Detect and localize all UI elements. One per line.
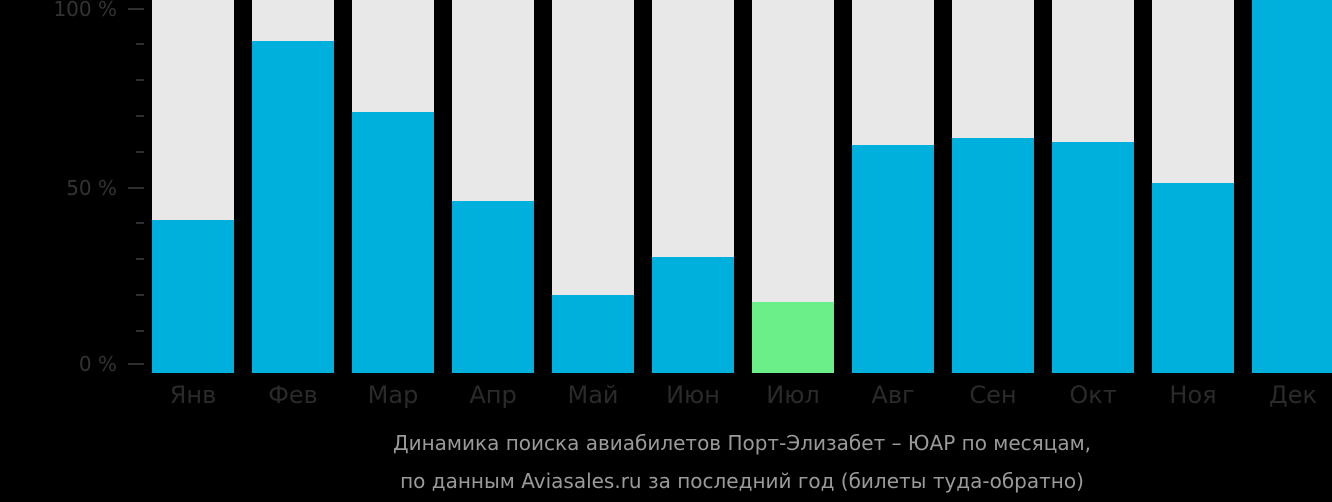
- y-major-tick: [128, 8, 144, 10]
- chart-title: Динамика поиска авиабилетов Порт-Элизабе…: [392, 431, 1092, 455]
- y-minor-tick: [136, 330, 144, 332]
- y-minor-tick: [136, 43, 144, 45]
- bar-fill: [752, 302, 834, 373]
- bar-4: [452, 0, 534, 373]
- bar-fill: [852, 145, 934, 373]
- x-tick-label: Дек: [1268, 381, 1317, 409]
- bar-fill: [1052, 142, 1134, 373]
- bar-7: [752, 0, 834, 373]
- bar-fill: [1252, 0, 1332, 373]
- x-tick-label: Апр: [469, 381, 517, 409]
- y-minor-tick: [136, 258, 144, 260]
- bar-fill: [552, 295, 634, 373]
- y-tick-label: 0 %: [78, 352, 117, 376]
- x-tick-label: Окт: [1069, 381, 1117, 409]
- bar-11: [1152, 0, 1234, 373]
- x-tick-label: Ноя: [1169, 381, 1217, 409]
- y-minor-tick: [136, 115, 144, 117]
- y-minor-tick: [136, 151, 144, 153]
- x-tick-label: Мар: [367, 381, 419, 409]
- y-major-tick: [128, 363, 144, 365]
- y-tick-label: 100 %: [53, 0, 117, 21]
- bar-10: [1052, 0, 1134, 373]
- y-minor-tick: [136, 222, 144, 224]
- x-tick-label: Фев: [268, 381, 318, 409]
- x-tick-label: Сен: [969, 381, 1017, 409]
- bar-fill: [952, 138, 1034, 373]
- bar-2: [252, 0, 334, 373]
- x-tick-label: Май: [567, 381, 619, 409]
- x-tick-label: Авг: [871, 381, 915, 409]
- y-tick-label: 50 %: [66, 176, 117, 200]
- bar-9: [952, 0, 1034, 373]
- y-major-tick: [128, 187, 144, 189]
- bar-fill: [252, 41, 334, 373]
- bar-12: [1252, 0, 1332, 373]
- bar-fill: [352, 112, 434, 373]
- bar-8: [852, 0, 934, 373]
- bar-fill: [452, 201, 534, 373]
- bar-3: [352, 0, 434, 373]
- bar-fill: [1152, 183, 1234, 373]
- y-minor-tick: [136, 79, 144, 81]
- x-tick-label: Янв: [169, 381, 217, 409]
- x-tick-label: Июн: [666, 381, 720, 409]
- bar-5: [552, 0, 634, 373]
- y-minor-tick: [136, 294, 144, 296]
- bar-fill: [152, 220, 234, 373]
- bar-6: [652, 0, 734, 373]
- chart-subtitle: по данным Aviasales.ru за последний год …: [400, 469, 1084, 493]
- bar-fill: [652, 257, 734, 373]
- bar-1: [152, 0, 234, 373]
- x-tick-label: Июл: [766, 381, 820, 409]
